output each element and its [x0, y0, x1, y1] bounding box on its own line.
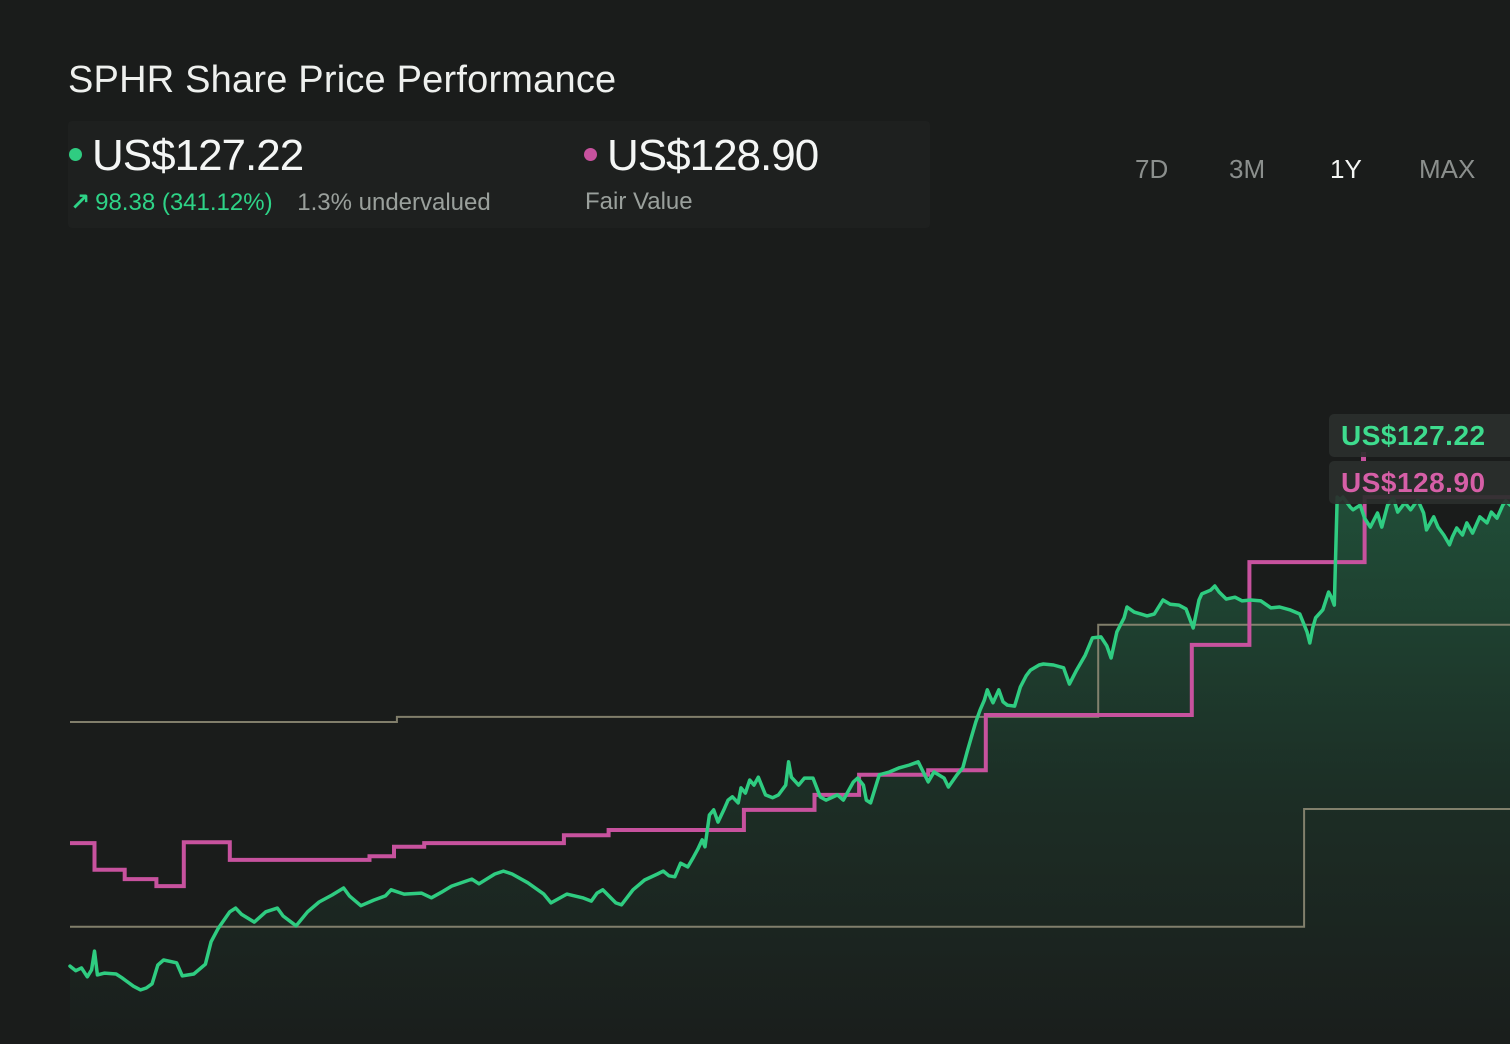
band-line-lower	[70, 808, 1510, 928]
share-price-value: US$127.22	[92, 131, 304, 180]
fair-value-label-row: Fair Value	[585, 188, 693, 216]
fair-value-axis-badge: US$128.90	[1329, 461, 1510, 504]
band-line-upper	[70, 623, 1510, 723]
share-price-axis-badge: US$127.22	[1329, 414, 1510, 457]
share-price-change: 98.38 (341.12%)	[95, 189, 273, 216]
range-button-7d[interactable]: 7D	[1128, 151, 1175, 188]
share-price-dot-icon	[69, 148, 82, 161]
page-title: SPHR Share Price Performance	[68, 59, 617, 102]
range-button-3m[interactable]: 3M	[1222, 151, 1272, 188]
share-price-line	[68, 495, 1510, 992]
share-price-axis-label: US$127.22	[1341, 420, 1486, 451]
fair-value-value: US$128.90	[607, 131, 819, 180]
range-button-max[interactable]: MAX	[1412, 151, 1482, 188]
share-price-change-row: ↗ 98.38 (341.12%) 1.3% undervalued	[70, 188, 491, 217]
fair-value-dot-icon	[584, 148, 597, 161]
fair-value-axis-label: US$128.90	[1341, 467, 1486, 498]
up-arrow-icon: ↗	[70, 188, 91, 216]
valuation-status: 1.3% undervalued	[297, 189, 491, 216]
fair-value-label: Fair Value	[585, 188, 693, 215]
range-button-1y[interactable]: 1Y	[1323, 151, 1369, 188]
fair-value-line	[70, 495, 1510, 889]
